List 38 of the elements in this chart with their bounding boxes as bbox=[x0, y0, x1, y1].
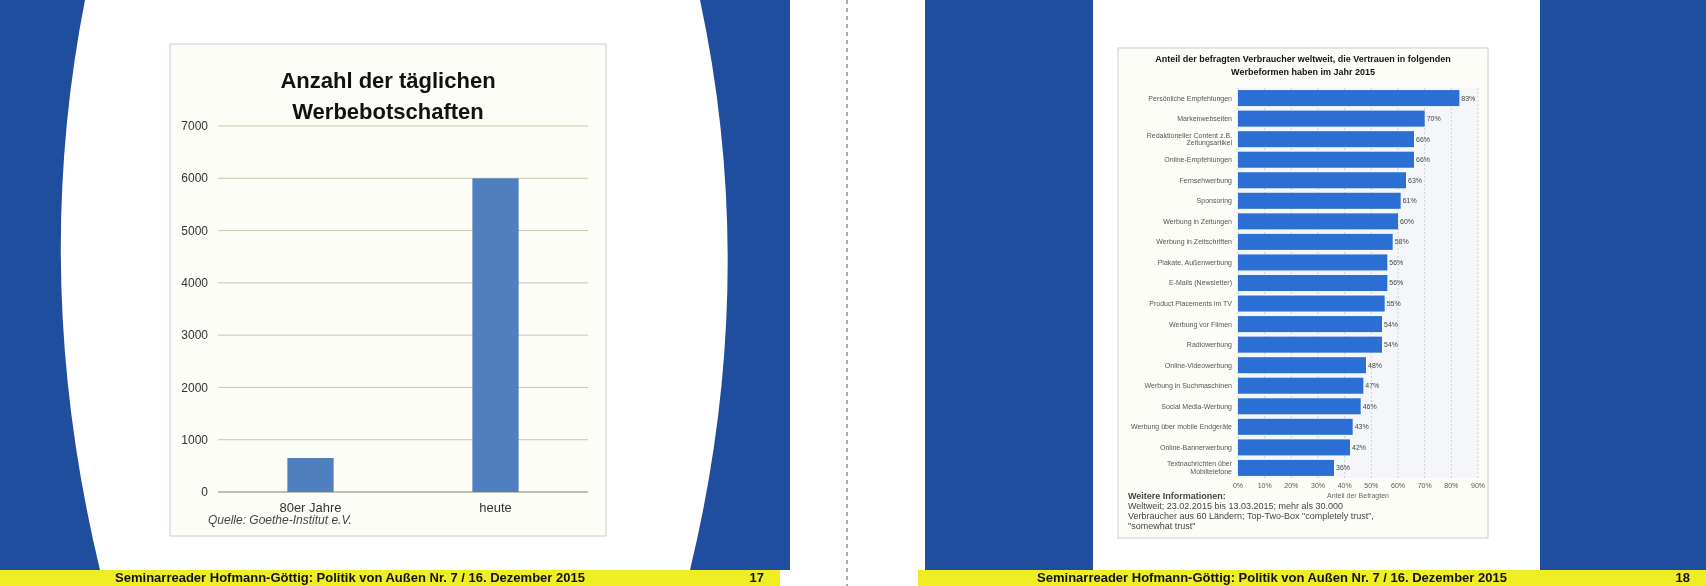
y-tick-label: 7000 bbox=[181, 119, 209, 134]
bar bbox=[1238, 459, 1334, 476]
bar bbox=[1238, 192, 1401, 209]
bar bbox=[1238, 439, 1350, 456]
bar bbox=[1238, 233, 1393, 250]
x-tick-label: heute bbox=[479, 500, 512, 515]
bar bbox=[1238, 213, 1398, 230]
text: 17 bbox=[749, 570, 764, 585]
bar bbox=[1238, 131, 1414, 148]
y-tick-label: 4000 bbox=[181, 276, 209, 291]
source-note: Quelle: Goethe-Institut e.V. bbox=[208, 513, 352, 527]
y-tick-label: 6000 bbox=[181, 171, 209, 186]
bar bbox=[1238, 274, 1388, 292]
y-tick-label: 2000 bbox=[181, 380, 209, 395]
bar bbox=[1238, 398, 1361, 415]
text: Seminarreader Hofmann-Göttig: Politik von Außen Nr. 7 / 16. Dezember 2015 bbox=[1037, 570, 1507, 585]
bar bbox=[1238, 377, 1364, 394]
bar bbox=[1238, 254, 1388, 271]
bar bbox=[1238, 418, 1353, 435]
bar bbox=[1238, 151, 1414, 168]
y-tick-label: 5000 bbox=[181, 223, 209, 238]
chart-title: Anteil der befragten Verbraucher weltweit, die Vertrauen in folgenden Werbeformen haben im Jahr 2015 bbox=[1155, 54, 1451, 77]
bar bbox=[1238, 110, 1425, 127]
bar bbox=[1238, 172, 1406, 189]
bar bbox=[1238, 295, 1385, 312]
chart-title: Anzahl der täglichen Werbebotschaften bbox=[280, 68, 496, 124]
y-tick-label: 3000 bbox=[181, 328, 209, 343]
bar bbox=[1238, 316, 1382, 333]
bar bbox=[1238, 90, 1460, 107]
y-tick-label: 1000 bbox=[181, 432, 209, 447]
bar bbox=[1238, 336, 1382, 353]
text: Seminarreader Hofmann-Göttig: Politik von Außen Nr. 7 / 16. Dezember 2015 bbox=[115, 570, 585, 585]
text: 18 bbox=[1675, 570, 1690, 585]
text: Weltweit; 23.02.2015 bis 13.03.2015; mehr als 30.000 Verbraucher aus 60 Ländern; Top-Two-Box "completely trust", "somewhat trust" bbox=[1128, 501, 1374, 531]
bar bbox=[1238, 357, 1366, 374]
y-tick-label: 0 bbox=[201, 485, 209, 500]
x-tick-label: 80er Jahre bbox=[279, 500, 342, 515]
text: Weitere Informationen: bbox=[1128, 491, 1226, 501]
